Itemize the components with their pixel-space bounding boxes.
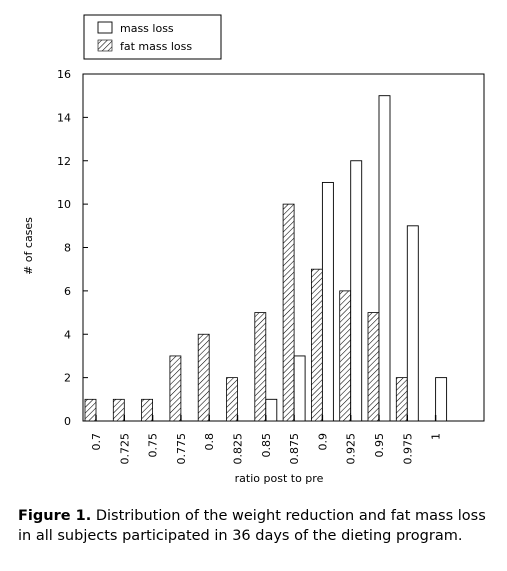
bar-mass-loss xyxy=(435,377,448,422)
legend-swatch-mass-loss xyxy=(97,21,113,34)
x-tick-label: 0.85 xyxy=(260,433,273,458)
y-tick-label: 6 xyxy=(64,285,71,298)
x-tick-label: 1 xyxy=(430,433,443,440)
bar-fat-mass-loss xyxy=(367,312,380,422)
y-tick-label: 2 xyxy=(64,372,71,385)
bar-fat-mass-loss xyxy=(197,333,210,422)
bar-fat-mass-loss xyxy=(226,377,238,422)
bar-mass-loss xyxy=(293,355,306,422)
legend-label-fat-mass-loss: fat mass loss xyxy=(120,40,192,53)
y-tick-label: 4 xyxy=(64,328,71,341)
x-tick-label: 0.875 xyxy=(288,433,301,465)
x-tick-label: 0.925 xyxy=(345,433,358,465)
bar-mass-loss xyxy=(321,181,334,422)
x-tick-label: 0.9 xyxy=(316,433,329,451)
figure-caption: Figure 1. Distribution of the weight red… xyxy=(18,506,498,546)
bar-mass-loss xyxy=(378,95,391,422)
bar-mass-loss xyxy=(406,225,419,422)
x-tick-label: 0.8 xyxy=(203,433,216,451)
bar-fat-mass-loss xyxy=(169,355,182,422)
caption-text: Distribution of the weight reduction and… xyxy=(18,508,486,544)
bar-fat-mass-loss xyxy=(339,290,352,422)
y-axis-title: # of cases xyxy=(22,217,35,275)
bar-mass-loss xyxy=(265,398,278,422)
x-tick-label: 0.775 xyxy=(175,433,188,465)
bar-fat-mass-loss xyxy=(112,398,125,422)
bar-fat-mass-loss xyxy=(254,312,267,422)
x-tick-label: 0.75 xyxy=(147,433,160,458)
bar-fat-mass-loss xyxy=(282,203,295,422)
bar-fat-mass-loss xyxy=(395,377,408,422)
x-tick-label: 0.7 xyxy=(90,433,103,451)
y-tick-label: 10 xyxy=(57,198,71,211)
x-tick-label: 0.825 xyxy=(232,433,245,465)
legend-swatch-fat-mass-loss xyxy=(97,39,113,52)
y-tick-label: 12 xyxy=(57,155,71,168)
x-axis-title: ratio post to pre xyxy=(235,472,324,485)
legend-label-mass-loss: mass loss xyxy=(120,22,174,35)
x-tick-label: 0.95 xyxy=(373,433,386,458)
y-tick-label: 0 xyxy=(64,415,71,428)
y-tick-label: 8 xyxy=(64,242,71,255)
histogram-chart: 0 2 4 6 8 10 12 14 16 0.7 0.725 0.75 0.775 0.8 0.825 0… xyxy=(22,14,485,485)
bar-fat-mass-loss xyxy=(310,268,323,422)
y-tick-label: 16 xyxy=(57,68,71,81)
caption-label: Figure 1. xyxy=(18,508,92,524)
x-tick-label: 0.725 xyxy=(118,433,131,465)
y-tick-label: 14 xyxy=(57,111,71,124)
bar-fat-mass-loss xyxy=(84,398,97,422)
x-tick-label: 0.975 xyxy=(401,433,414,465)
bar-fat-mass-loss xyxy=(141,398,154,422)
bar-mass-loss xyxy=(350,160,363,422)
